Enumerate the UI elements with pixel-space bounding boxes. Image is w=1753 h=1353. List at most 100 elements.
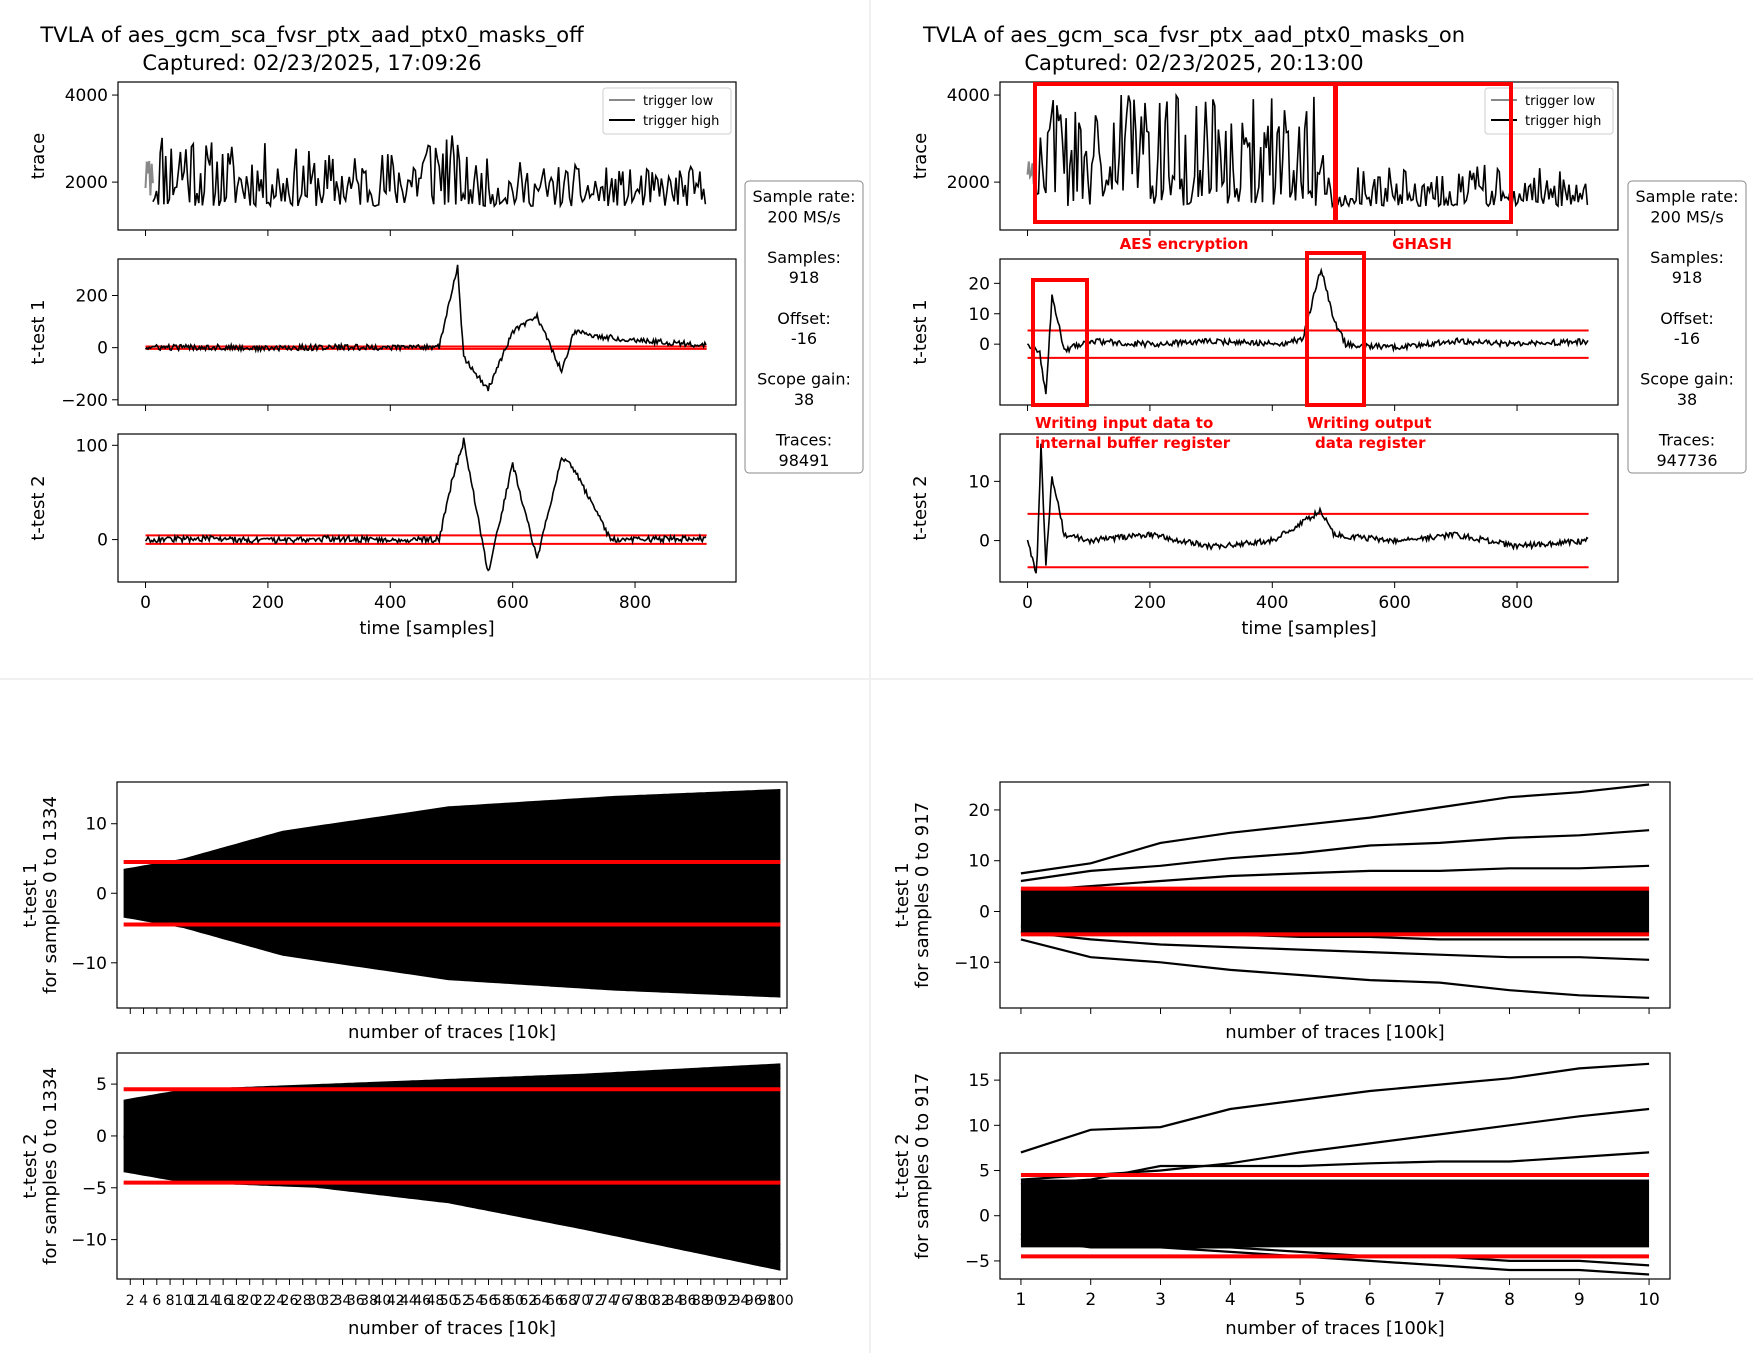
t-test-2-evolution-xtick-label: 18 bbox=[227, 1293, 245, 1309]
t-test-2-evolution-xtick-label: 10 bbox=[174, 1293, 192, 1309]
t-test-1-evolution-series-line bbox=[1020, 938, 1650, 999]
t-test-2-evolution-xtick-label: 60 bbox=[506, 1293, 524, 1309]
t-test-2-evolution-xtick-label: 82 bbox=[652, 1293, 670, 1309]
offset-label: Offset: bbox=[1660, 309, 1713, 328]
t-test-2-evolution-xtick-label: 88 bbox=[692, 1293, 710, 1309]
t-test-2-evolution-xtick-label: 12 bbox=[188, 1293, 206, 1309]
t-test-2-evolution-series-line bbox=[1020, 1151, 1650, 1186]
t-test-2-line bbox=[1026, 443, 1589, 574]
legend-label-low: trigger low bbox=[1525, 94, 1596, 109]
t-test-2-evolution-ytick-label: −5 bbox=[82, 1179, 107, 1199]
annotation-aes-encryption: AES encryption bbox=[1120, 235, 1249, 253]
t-test-2-ytick-label: 0 bbox=[97, 531, 108, 551]
t-test-2-evolution-xtick-label: 68 bbox=[559, 1293, 577, 1309]
traces-value: 947736 bbox=[1656, 451, 1717, 470]
t-test-1-evolution-ytick-label: 0 bbox=[979, 903, 990, 923]
t-test-2-evolution-xtick-label: 38 bbox=[360, 1293, 378, 1309]
t-test-1-evolution-series-line bbox=[1020, 829, 1650, 883]
t-test-2-evolution-xtick-label: 100 bbox=[767, 1293, 794, 1309]
t-test-2-evolution-xtick-label: 84 bbox=[665, 1293, 683, 1309]
annotation-input-line1: Writing input data to bbox=[1035, 414, 1213, 432]
escaping-trace-line bbox=[123, 1135, 781, 1248]
offset-label: Offset: bbox=[777, 309, 830, 328]
sample-rate-value: 200 MS/s bbox=[1650, 207, 1723, 226]
t-test-2-evolution-xtick-label: 8 bbox=[166, 1293, 175, 1309]
escaping-trace-line bbox=[123, 1134, 781, 1263]
t-test-2-evolution-xtick-label: 42 bbox=[387, 1293, 405, 1309]
t-test-2-xtick-label: 800 bbox=[619, 593, 651, 613]
t-test-2-xtick-label: 600 bbox=[1378, 593, 1410, 613]
t-test-2-evolution-ytick-label: −10 bbox=[71, 1231, 107, 1251]
samples-label: Samples: bbox=[767, 248, 841, 267]
annotation-input-line2: internal buffer register bbox=[1035, 434, 1231, 452]
t-test-2-evolution-xtick-label: 92 bbox=[718, 1293, 736, 1309]
t-test-2-xtick-label: 0 bbox=[1022, 593, 1033, 613]
offset-value: -16 bbox=[1674, 329, 1700, 348]
t-test-2-evolution-ylabel-2: for samples 0 to 917 bbox=[912, 1073, 933, 1259]
t-test-1-evolution-series-line bbox=[1020, 864, 1650, 893]
t-test-2-evolution-series-line bbox=[1020, 1062, 1650, 1154]
trace-ylabel: trace bbox=[910, 133, 931, 179]
t-test-2-evolution-xtick-label: 64 bbox=[533, 1293, 551, 1309]
t-test-1-evolution-ytick-label: 20 bbox=[968, 801, 990, 821]
t-test-2-evolution-xtick-label: 52 bbox=[453, 1293, 471, 1309]
t-test-1-evolution-ylabel: t-test 1 bbox=[20, 862, 41, 927]
info-box: Sample rate:200 MS/s Samples:918 Offset:-1… bbox=[1627, 180, 1747, 474]
t-test-1-evolution-ytick-label: 10 bbox=[968, 852, 990, 872]
sample-rate-label: Sample rate: bbox=[1636, 187, 1739, 206]
t-test-1-line bbox=[144, 264, 707, 392]
t-test-1-axes-frame bbox=[117, 258, 737, 406]
escaping-trace-line bbox=[123, 1074, 781, 1138]
t-test-2-evolution-xtick-label: 70 bbox=[572, 1293, 590, 1309]
t-test-2-evolution-envelope bbox=[123, 1063, 781, 1271]
t-test-2-evolution-xtick-label: 7 bbox=[1434, 1290, 1445, 1310]
t-test-2-xtick-label: 400 bbox=[1256, 593, 1288, 613]
escaping-trace-line bbox=[123, 1067, 781, 1138]
t-test-2-evolution-ylabel: t-test 2 bbox=[892, 1133, 913, 1198]
t-test-2-evolution-xtick-label: 8 bbox=[1504, 1290, 1515, 1310]
t-test-2-evolution-xtick-label: 78 bbox=[626, 1293, 644, 1309]
t-test-2-evolution-xtick-label: 74 bbox=[599, 1293, 617, 1309]
t-test-1-evolution-ylabel-2: for samples 0 to 1334 bbox=[40, 796, 61, 994]
t-test-1-evolution-envelope bbox=[123, 789, 781, 998]
t-test-2-evolution-xtick-label: 9 bbox=[1574, 1290, 1585, 1310]
t-test-1-evolution-band bbox=[1020, 888, 1650, 935]
t-test-2-axes-frame bbox=[999, 433, 1619, 583]
t-test-2-evolution-xtick-label: 96 bbox=[745, 1293, 763, 1309]
legend: trigger low trigger high bbox=[602, 87, 732, 135]
t-test-2-evolution-xtick-label: 14 bbox=[201, 1293, 219, 1309]
t-test-2-evolution-series-line bbox=[1020, 1107, 1650, 1181]
t-test-2-ytick-label: 10 bbox=[968, 472, 990, 492]
t-test-1-evolution-ylabel-2: for samples 0 to 917 bbox=[912, 802, 933, 988]
t-test-1-evolution-ytick-label: −10 bbox=[71, 954, 107, 974]
output-write-box bbox=[1305, 251, 1366, 407]
t-test-2-xtick-label: 400 bbox=[374, 593, 406, 613]
trace-ytick-label: 2000 bbox=[947, 173, 990, 193]
t-test-2-evolution-ytick-label: 0 bbox=[979, 1207, 990, 1227]
t-test-1-ytick-label: 10 bbox=[968, 305, 990, 325]
t-test-2-evolution-xtick-label: 36 bbox=[347, 1293, 365, 1309]
t-test-1-evolution-ytick-label: −10 bbox=[954, 953, 990, 973]
t-test-1-evolution-ylabel: t-test 1 bbox=[892, 862, 913, 927]
t-test-2-evolution-xtick-label: 34 bbox=[334, 1293, 352, 1309]
t-test-2-evolution-xtick-label: 90 bbox=[705, 1293, 723, 1309]
t-test-2-evolution-xtick-label: 28 bbox=[294, 1293, 312, 1309]
panel-masks-off: TVLA of aes_gcm_sca_fvsr_ptx_aad_ptx0_ma… bbox=[28, 23, 864, 639]
t-test-1-ytick-label: 20 bbox=[968, 274, 990, 294]
samples-value: 918 bbox=[1672, 268, 1703, 287]
t-test-2-evolution-xtick-label: 5 bbox=[1295, 1290, 1306, 1310]
t-test-2-evolution-xtick-label: 2 bbox=[126, 1293, 135, 1309]
annotation-output-line2: data register bbox=[1315, 434, 1426, 452]
offset-value: -16 bbox=[791, 329, 817, 348]
t-test-1-evolution-xlabel: number of traces [100k] bbox=[1225, 1022, 1444, 1043]
t-test-2-xtick-label: 200 bbox=[252, 593, 284, 613]
t-test-1-ytick-label: 200 bbox=[76, 287, 108, 307]
t-test-2-evolution-xtick-label: 50 bbox=[440, 1293, 458, 1309]
info-box: Sample rate:200 MS/s Samples:918 Offset:-1… bbox=[744, 180, 864, 474]
t-test-2-evolution-xtick-label: 20 bbox=[241, 1293, 259, 1309]
t-test-1-ytick-label: 0 bbox=[979, 335, 990, 355]
t-test-2-evolution-ytick-label: 10 bbox=[968, 1116, 990, 1136]
samples-label: Samples: bbox=[1650, 248, 1724, 267]
